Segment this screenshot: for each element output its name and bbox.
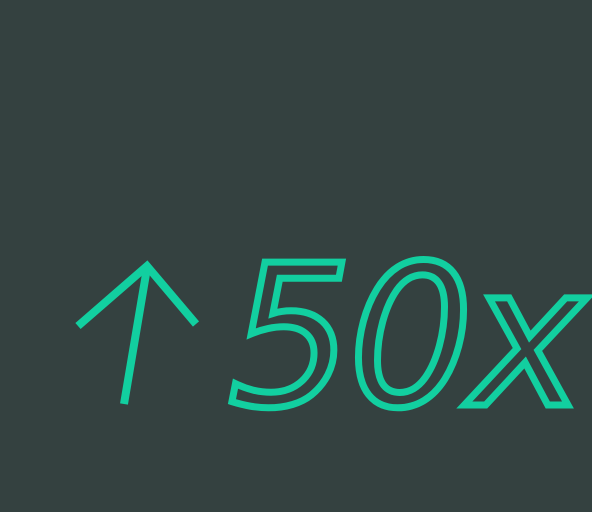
arrow-up-icon [75, 260, 200, 405]
multiplier-value: 50x [224, 224, 588, 452]
